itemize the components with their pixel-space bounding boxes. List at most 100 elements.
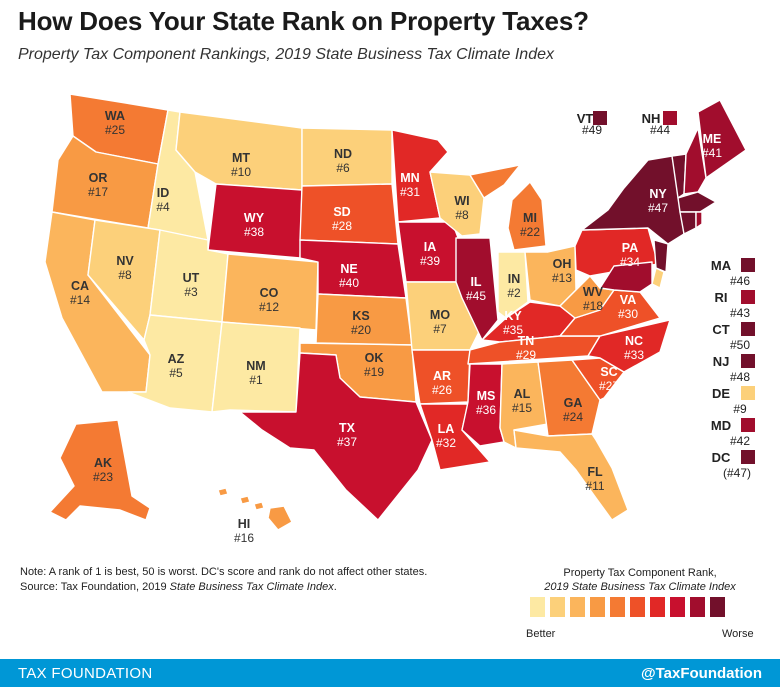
state-MI[interactable] bbox=[469, 164, 547, 251]
us-map: WA#25OR#17CA#14ID#4NV#8MT#10WY#38UT#3AZ#… bbox=[44, 93, 755, 545]
state-label-AK: AK bbox=[94, 456, 112, 470]
legend-swatch-2 bbox=[550, 597, 565, 617]
state-rank-NE: #40 bbox=[339, 276, 359, 290]
state-label-KS: KS bbox=[352, 309, 369, 323]
state-rank-OK: #19 bbox=[364, 365, 384, 379]
footer-bar: TAX FOUNDATION @TaxFoundation bbox=[0, 659, 780, 687]
state-NJ[interactable] bbox=[653, 239, 669, 273]
state-AK[interactable] bbox=[49, 419, 151, 521]
side-swatch-NJ bbox=[741, 354, 755, 368]
state-label-CO: CO bbox=[260, 286, 279, 300]
legend-swatch-9 bbox=[690, 597, 705, 617]
state-MD[interactable] bbox=[599, 261, 653, 293]
side-rank-CT: #50 bbox=[730, 338, 750, 352]
state-WV[interactable] bbox=[559, 275, 615, 319]
state-label-FL: FL bbox=[587, 465, 603, 479]
state-rank-MT: #10 bbox=[231, 165, 251, 179]
state-rank-IA: #39 bbox=[420, 254, 440, 268]
side-rank-VT: #49 bbox=[582, 123, 602, 137]
state-rank-TN: #29 bbox=[516, 348, 536, 362]
state-rank-NC: #33 bbox=[624, 348, 644, 362]
state-label-WV: WV bbox=[583, 285, 604, 299]
state-label-VA: VA bbox=[620, 293, 636, 307]
state-label-SD: SD bbox=[333, 205, 350, 219]
state-rank-TX: #37 bbox=[337, 435, 357, 449]
state-rank-FL: #11 bbox=[585, 479, 604, 493]
state-label-KY: KY bbox=[504, 309, 522, 323]
state-rank-AZ: #5 bbox=[169, 366, 183, 380]
note-block: Note: A rank of 1 is best, 50 is worst. … bbox=[20, 565, 427, 595]
state-AR[interactable] bbox=[411, 349, 471, 405]
state-FL[interactable] bbox=[513, 429, 629, 521]
state-rank-MS: #36 bbox=[476, 403, 496, 417]
side-swatch-RI bbox=[741, 290, 755, 304]
state-rank-NV: #8 bbox=[118, 268, 132, 282]
state-label-OH: OH bbox=[553, 257, 572, 271]
state-label-MI: MI bbox=[523, 211, 537, 225]
state-rank-KS: #20 bbox=[351, 323, 371, 337]
state-label-UT: UT bbox=[183, 271, 200, 285]
legend-swatch-1 bbox=[530, 597, 545, 617]
state-rank-PA: #34 bbox=[620, 255, 640, 269]
legend-better: Better bbox=[526, 628, 556, 640]
state-NH[interactable] bbox=[683, 127, 707, 195]
state-RI[interactable] bbox=[695, 211, 703, 229]
side-swatch-MA bbox=[741, 258, 755, 272]
state-rank-WY: #38 bbox=[244, 225, 264, 239]
side-swatch-DE bbox=[741, 386, 755, 400]
state-label-LA: LA bbox=[438, 422, 455, 436]
state-label-MT: MT bbox=[232, 151, 250, 165]
state-rank-ND: #6 bbox=[336, 161, 350, 175]
side-label-DC: DC bbox=[712, 450, 731, 465]
state-NM[interactable] bbox=[211, 321, 301, 413]
side-label-NJ: NJ bbox=[713, 354, 730, 369]
legend-swatch-6 bbox=[630, 597, 645, 617]
state-rank-WI: #8 bbox=[455, 208, 469, 222]
state-label-AL: AL bbox=[514, 387, 531, 401]
state-label-IL: IL bbox=[470, 275, 481, 289]
state-MO[interactable] bbox=[405, 281, 481, 351]
state-MA[interactable] bbox=[677, 191, 717, 213]
state-rank-IL: #45 bbox=[466, 289, 486, 303]
footer-brand: TAX FOUNDATION bbox=[18, 665, 153, 682]
side-label-VT: VT bbox=[577, 111, 594, 126]
state-label-HI: HI bbox=[238, 517, 251, 531]
legend-swatch-8 bbox=[670, 597, 685, 617]
state-rank-HI: #16 bbox=[234, 531, 254, 545]
source-text: Source: Tax Foundation, 2019 State Busin… bbox=[20, 581, 337, 593]
side-rank-DC: (#47) bbox=[723, 466, 751, 480]
state-label-OR: OR bbox=[89, 171, 108, 185]
state-HI[interactable] bbox=[217, 487, 293, 531]
state-rank-LA: #32 bbox=[436, 436, 456, 450]
state-SC[interactable] bbox=[571, 357, 625, 401]
state-TX[interactable] bbox=[239, 352, 433, 521]
state-rank-MO: #7 bbox=[433, 322, 447, 336]
map-subtitle: Property Tax Component Rankings, 2019 St… bbox=[18, 46, 554, 63]
state-rank-AL: #15 bbox=[512, 401, 532, 415]
state-label-IA: IA bbox=[424, 240, 437, 254]
state-label-ND: ND bbox=[334, 147, 352, 161]
footer-handle[interactable]: @TaxFoundation bbox=[640, 665, 762, 682]
state-rank-CA: #14 bbox=[70, 293, 90, 307]
side-label-MD: MD bbox=[711, 418, 731, 433]
state-label-IN: IN bbox=[508, 272, 521, 286]
side-rank-NH: #44 bbox=[650, 123, 670, 137]
state-rank-IN: #2 bbox=[507, 286, 521, 300]
side-swatch-CT bbox=[741, 322, 755, 336]
state-DE[interactable] bbox=[651, 267, 665, 289]
state-label-SC: SC bbox=[600, 365, 617, 379]
state-label-TX: TX bbox=[339, 421, 356, 435]
legend-swatch-3 bbox=[570, 597, 585, 617]
state-rank-OH: #13 bbox=[552, 271, 572, 285]
side-label-CT: CT bbox=[712, 322, 729, 337]
state-label-MS: MS bbox=[477, 389, 496, 403]
state-label-CA: CA bbox=[71, 279, 89, 293]
state-rank-GA: #24 bbox=[563, 410, 583, 424]
state-rank-WA: #25 bbox=[105, 123, 125, 137]
side-label-NH: NH bbox=[642, 111, 661, 126]
note-text: Note: A rank of 1 is best, 50 is worst. … bbox=[20, 566, 428, 578]
side-label-MA: MA bbox=[711, 258, 732, 273]
state-rank-AK: #23 bbox=[93, 470, 113, 484]
state-rank-SC: #27 bbox=[599, 379, 619, 393]
state-ME[interactable] bbox=[697, 99, 747, 179]
